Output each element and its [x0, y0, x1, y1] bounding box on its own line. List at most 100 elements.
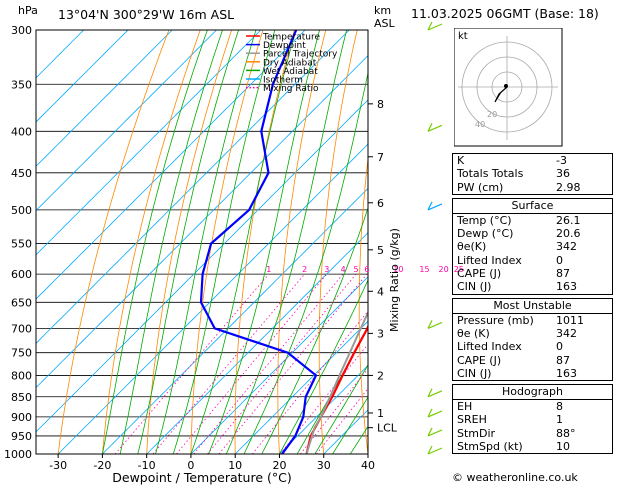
legend-label: Dry Adiabat: [263, 58, 317, 68]
km-tick-label: 5: [377, 244, 384, 257]
wet-adiabat: [137, 30, 239, 454]
pressure-tick-label: 850: [11, 391, 32, 404]
surface-row: CAPE (J) 87: [457, 267, 570, 281]
wind-barb: [427, 123, 443, 132]
pressure-tick-label: 750: [11, 347, 32, 360]
surface-row: Temp (°C) 26.1: [457, 213, 581, 227]
km-tick-label: 7: [377, 151, 384, 164]
copyright: © weatheronline.co.uk: [452, 471, 578, 484]
mu-row: Lifted Index 0: [457, 340, 563, 354]
indices-box: K -3 Totals Totals 36 PW (cm) 2.98: [452, 153, 613, 195]
isotherm: [36, 30, 350, 344]
dry-adiabat: [102, 30, 201, 454]
wind-barb: [427, 320, 443, 329]
mu-row: CAPE (J) 87: [457, 353, 570, 367]
wet-adiabat: [102, 30, 208, 454]
pressure-tick-label: 1000: [4, 448, 32, 461]
wet-adiabat: [208, 30, 320, 454]
wind-barb: [427, 201, 443, 211]
asl-label: ASL: [374, 17, 396, 30]
mixing-ratio-line: [300, 368, 368, 454]
km-tick-label: LCL: [377, 422, 398, 435]
pressure-tick-label: 500: [11, 204, 32, 217]
isotherm: [190, 276, 368, 454]
hodo-row: StmDir 88°: [457, 426, 576, 440]
hodograph-table-title: Hodograph: [453, 385, 612, 401]
pressure-tick-label: 900: [11, 411, 32, 424]
mixing-ratio-label: 2: [302, 265, 307, 274]
pressure-tick-label: 450: [11, 167, 32, 180]
hodograph-ring-label: 20: [487, 110, 497, 119]
series-line-temperature: [305, 324, 368, 454]
surface-box: Surface Temp (°C) 26.1 Dewp (°C) 20.6 θe(K…: [452, 197, 613, 295]
x-tick-label: 30: [317, 459, 331, 472]
dry-adiabat: [234, 30, 295, 454]
km-tick-label: 8: [377, 98, 384, 111]
legend-label: Temperature: [262, 33, 320, 43]
mu-row: CIN (J) 163: [457, 366, 577, 380]
plot-frame: [35, 29, 369, 455]
dry-adiabat: [190, 30, 264, 454]
wet-adiabat: [243, 71, 368, 454]
dry-adiabat: [318, 30, 358, 454]
mixing-ratio-label: 25: [454, 265, 464, 274]
isotherm: [36, 55, 368, 389]
wind-barb: [427, 445, 443, 455]
pressure-tick-label: 950: [11, 430, 32, 443]
hodograph-storm-motion: [504, 84, 508, 88]
most-unstable-box: Most Unstable Pressure (mb) 1011 θe (K) 34…: [452, 297, 613, 382]
wet-adiabat: [296, 326, 368, 454]
x-tick-label: -30: [49, 459, 67, 472]
isotherm: [36, 30, 262, 256]
profile-lines: [199, 30, 368, 454]
pressure-tick-label: 400: [11, 125, 32, 138]
mixing-ratio-axis-title: Mixing Ratio (g/kg): [388, 228, 401, 332]
mixing-ratio-label: 5: [354, 265, 359, 274]
mixing-ratio-line: [207, 273, 357, 454]
legend-label: Wet Adiabat: [263, 67, 318, 77]
surface-title: Surface: [453, 199, 612, 214]
index-row-k: K -3: [457, 154, 567, 167]
hodograph-trace: [494, 86, 508, 103]
surface-row: θe(K) 342: [457, 240, 577, 254]
wet-adiabat: [190, 30, 297, 454]
km-tick-label: 1: [377, 407, 384, 420]
temperature-axis: -30 -20 -10 0 10 20 30 40: [49, 454, 375, 472]
wind-barb: [427, 21, 443, 31]
isotherm: [36, 99, 368, 433]
pressure-tick-label: 800: [11, 369, 32, 382]
series-line-parcel-trajectory: [305, 310, 368, 454]
dry-adiabat: [277, 30, 327, 454]
dry-adiabat: [146, 30, 232, 454]
isotherm: [36, 30, 306, 300]
wet-adiabat: [155, 30, 257, 454]
isotherm: [146, 232, 368, 454]
wet-adiabat: [172, 30, 276, 454]
wind-barb: [427, 408, 443, 418]
pressure-tick-label: 300: [11, 24, 32, 37]
height-axis: 8 7 6 5 4 3 2 1 LCL: [368, 98, 398, 435]
pressure-axis: 300 350 400 450 500 550 600 650 700 750 800 850 900 9…: [4, 24, 32, 461]
hodograph-ring-label: 40: [475, 120, 485, 129]
pressure-tick-label: 700: [11, 322, 32, 335]
wet-adiabat: [314, 364, 368, 454]
mu-row: Pressure (mb) 1011: [457, 313, 584, 327]
km-tick-label: 6: [377, 197, 384, 210]
pressure-tick-label: 550: [11, 237, 32, 250]
mixing-ratio-label: 20: [439, 265, 449, 274]
wind-barb: [427, 427, 443, 437]
legend-label: Dewpoint: [263, 41, 306, 51]
mixing-ratio-line: [176, 273, 328, 454]
location-title: 13°04'N 300°29'W 16m ASL: [58, 7, 234, 22]
mixing-ratio-label: 3: [324, 265, 329, 274]
hodo-row: EH 8: [457, 400, 563, 414]
km-tick-label: 3: [377, 327, 384, 340]
wet-adiabat: [119, 30, 223, 454]
hodo-row: SREH 1: [457, 413, 563, 427]
isotherm: [234, 320, 368, 454]
dry-adiabat: [398, 30, 420, 454]
surface-row: Dewp (°C) 20.6: [457, 227, 581, 241]
pressure-tick-label: 350: [11, 78, 32, 91]
